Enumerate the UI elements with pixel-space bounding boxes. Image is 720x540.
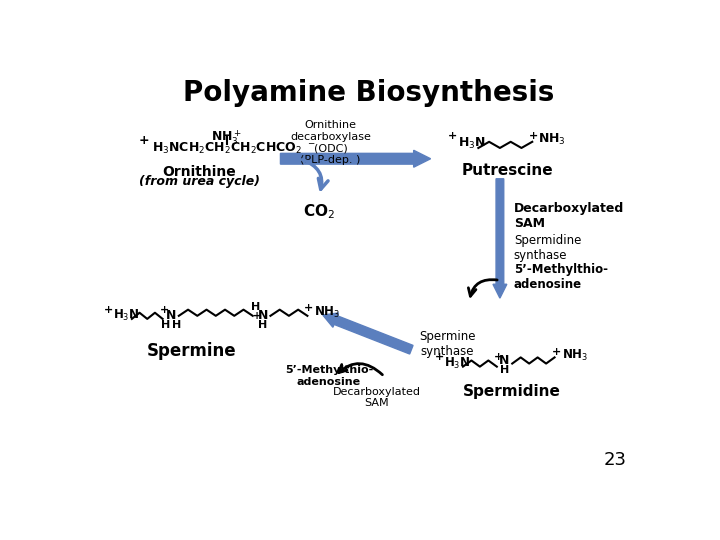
Text: H$_3$N: H$_3$N <box>444 356 471 371</box>
Text: N: N <box>500 354 510 367</box>
FancyArrow shape <box>281 150 431 167</box>
Text: H: H <box>251 302 261 312</box>
Text: H$_3$NCH$_2$CH$_2$CH$_2$CHCO$_2$ $^-$: H$_3$NCH$_2$CH$_2$CH$_2$CHCO$_2$ $^-$ <box>152 140 316 156</box>
Text: +: + <box>552 347 562 357</box>
Text: +: + <box>161 305 170 315</box>
Text: Spermidine
synthase: Spermidine synthase <box>514 234 581 262</box>
Text: Spermidine: Spermidine <box>462 384 560 400</box>
FancyArrow shape <box>493 179 507 298</box>
Text: +: + <box>305 303 314 313</box>
Text: H$_3$N: H$_3$N <box>113 308 140 323</box>
Text: H: H <box>258 320 267 330</box>
Text: N: N <box>166 309 176 322</box>
Text: H$_3$N: H$_3$N <box>457 136 485 151</box>
Text: Ornithine: Ornithine <box>163 165 236 179</box>
Text: NH$_3$: NH$_3$ <box>562 348 588 363</box>
Text: CO$_2$: CO$_2$ <box>303 202 335 220</box>
Text: 5’-Methylthio-
adenosine: 5’-Methylthio- adenosine <box>285 365 373 387</box>
Text: H: H <box>172 320 181 330</box>
Text: +: + <box>435 353 444 362</box>
FancyArrow shape <box>323 313 413 354</box>
Text: Decarboxylated
SAM: Decarboxylated SAM <box>333 387 420 408</box>
Text: NH$_3^+$: NH$_3^+$ <box>211 128 242 147</box>
Text: H: H <box>161 320 171 330</box>
Text: Decarboxylated
SAM: Decarboxylated SAM <box>514 202 624 230</box>
Text: H: H <box>500 364 509 375</box>
Text: 5’-Methylthio-
adenosine: 5’-Methylthio- adenosine <box>514 264 608 292</box>
Text: +: + <box>104 305 113 315</box>
Text: Polyamine Biosynthesis: Polyamine Biosynthesis <box>184 79 554 107</box>
Text: +: + <box>448 131 456 140</box>
Text: 23: 23 <box>604 451 627 469</box>
Text: NH$_3$: NH$_3$ <box>314 305 340 320</box>
Text: +: + <box>529 131 539 140</box>
Text: (from urea cycle): (from urea cycle) <box>139 175 260 188</box>
Text: NH$_3$: NH$_3$ <box>539 132 566 147</box>
Text: Putrescine: Putrescine <box>462 164 554 178</box>
Text: +: + <box>494 353 503 362</box>
Text: Spermine: Spermine <box>147 342 237 360</box>
Text: Ornithine
decarboxylase
(ODC)
(PLP-dep. ): Ornithine decarboxylase (ODC) (PLP-dep. … <box>290 120 371 165</box>
Text: Spermine
synthase: Spermine synthase <box>419 330 475 359</box>
Text: +: + <box>253 311 261 321</box>
Text: +: + <box>139 134 150 147</box>
Text: N: N <box>258 309 268 322</box>
